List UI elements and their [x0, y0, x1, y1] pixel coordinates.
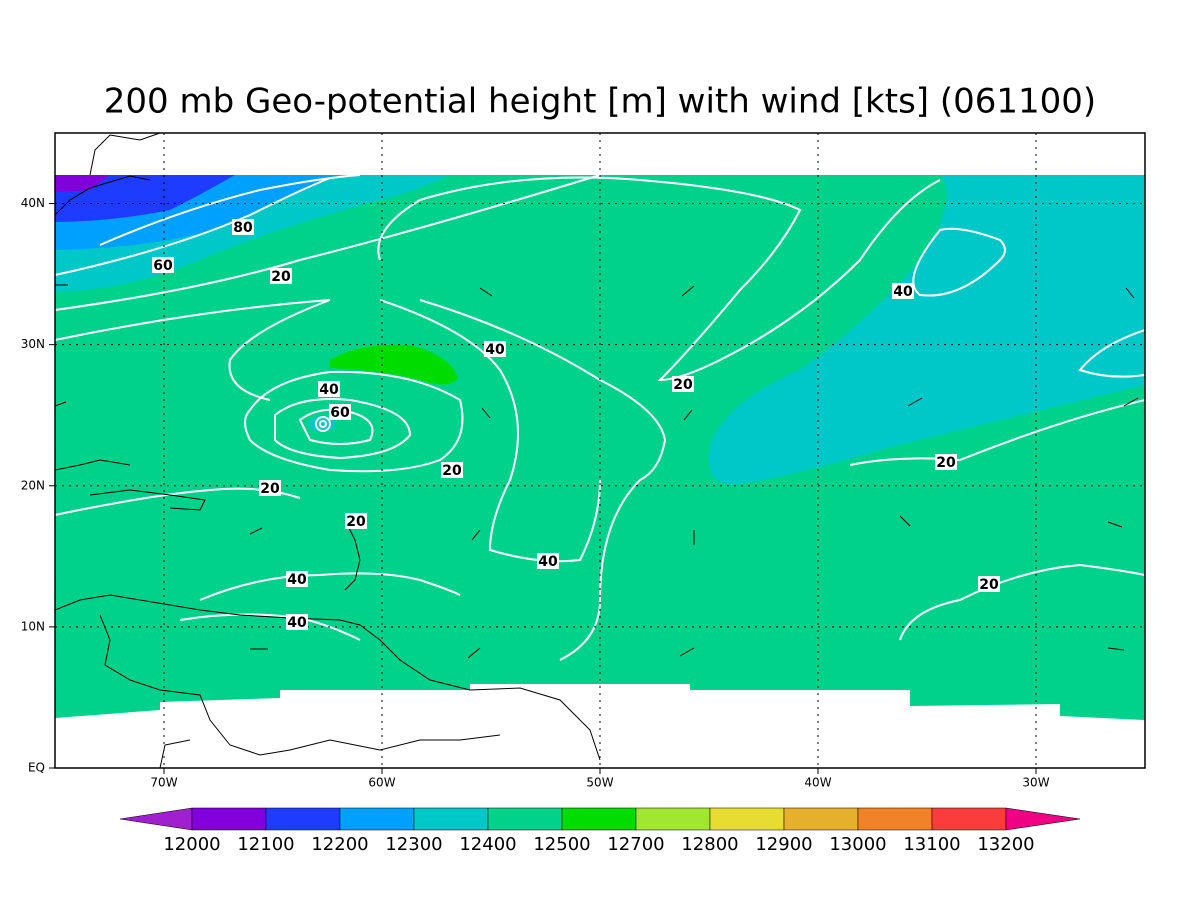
colorbar-box: [191, 807, 267, 831]
y-tick-label: 10N: [21, 619, 45, 633]
x-tick-label: 70W: [150, 776, 177, 790]
contour-label: 40: [485, 342, 505, 358]
contour-label: 40: [538, 554, 558, 570]
colorbar-label: 12000: [163, 834, 220, 855]
colorbar-label: 12400: [459, 834, 516, 855]
coastlines: [54, 132, 601, 769]
contour-label: 40: [287, 615, 307, 631]
contour-label: 60: [330, 405, 350, 421]
title: 200 mb Geo-potential height [m] with win…: [104, 82, 1096, 122]
colorbar-label: 12700: [607, 834, 664, 855]
colorbar-box: [709, 807, 785, 831]
contour-label: 20: [979, 577, 999, 593]
colorbar-label: 12100: [237, 834, 294, 855]
colorbar-box: [857, 807, 933, 831]
contour-labels: 80 60 20 40 40 60 20 40 20 20 20 20 40 4…: [152, 219, 1000, 631]
colorbar-box: [487, 807, 563, 831]
colorbar-label: 12500: [533, 834, 590, 855]
contour-label: 40: [893, 284, 913, 300]
y-tick-label: 30N: [21, 337, 45, 351]
colorbar-label: 13200: [977, 834, 1034, 855]
colorbar-box: [265, 807, 341, 831]
colorbar: 12000 12100 12200 12300 12400 12500 12700 12800…: [119, 807, 1081, 855]
contour-label: 60: [153, 258, 173, 274]
contour-label: 20: [673, 377, 693, 393]
x-tick-label: 40W: [804, 776, 831, 790]
colorbar-label: 13000: [829, 834, 886, 855]
x-tick-label: 50W: [586, 776, 613, 790]
contours: [54, 174, 1146, 661]
colorbar-arrow: [1005, 807, 1081, 831]
contour-label: 20: [936, 455, 956, 471]
x-tick-label: 30W: [1022, 776, 1049, 790]
colorbar-label: 12300: [385, 834, 442, 855]
contour-label: 20: [442, 463, 462, 479]
colorbar-box: [339, 807, 415, 831]
colorbar-label: 12800: [681, 834, 738, 855]
colorbar-label: 13100: [903, 834, 960, 855]
contour-label: 40: [319, 382, 339, 398]
y-tick-label: 20N: [21, 478, 45, 492]
map-frame: [54, 132, 1146, 769]
y-tick-label: EQ: [28, 761, 45, 775]
contour-label: 40: [287, 572, 307, 588]
colorbar-arrow: [119, 807, 193, 831]
y-tick-label: 40N: [21, 196, 45, 210]
grid: [49, 133, 1145, 774]
x-tick-label: 60W: [368, 776, 395, 790]
colorbar-box: [561, 807, 637, 831]
contour-label: 80: [233, 220, 253, 236]
contour-label: 20: [260, 481, 280, 497]
colorbar-box: [783, 807, 859, 831]
wind-vectors: [54, 284, 1139, 659]
colorbar-box: [413, 807, 489, 831]
colorbar-label: 12900: [755, 834, 812, 855]
contour-label: 20: [271, 269, 291, 285]
contour-label: 20: [346, 514, 366, 530]
colorbar-box: [931, 807, 1007, 831]
colorbar-box: [635, 807, 711, 831]
colorbar-label: 12200: [311, 834, 368, 855]
